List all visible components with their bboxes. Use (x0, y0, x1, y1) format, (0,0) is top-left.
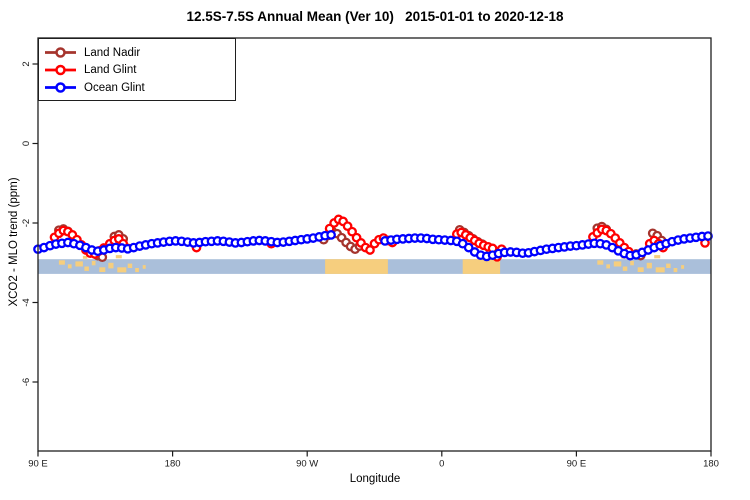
map-band-island (127, 263, 133, 268)
legend-label-ocean-glint: Ocean Glint (84, 81, 145, 94)
map-band-island (646, 262, 652, 269)
x-tick-label: 90 W (296, 459, 318, 470)
map-band-island (630, 260, 634, 266)
map-band-island (115, 255, 122, 259)
map-band-island (597, 260, 604, 265)
map-band-island (142, 265, 146, 269)
y-tick-label: 2 (21, 61, 32, 66)
legend-marker (55, 64, 66, 76)
land-glint-point (347, 226, 357, 237)
x-tick-label: 180 (165, 459, 181, 470)
legend-label-land-glint: Land Glint (84, 64, 137, 76)
map-band-island (84, 266, 89, 271)
map-band-island (666, 263, 671, 268)
map-band-island (135, 268, 139, 273)
legend-label-land-nadir: Land Nadir (84, 46, 141, 59)
map-band-island (58, 260, 65, 265)
x-tick-label: 90 E (28, 459, 48, 470)
map-band-land (325, 259, 388, 274)
y-tick-label: -6 (21, 378, 32, 386)
map-band-island (681, 265, 685, 269)
x-tick-label: 180 (703, 459, 719, 470)
ocean-glint-point (703, 231, 713, 241)
land-glint-point (365, 245, 375, 255)
chart-title: 12.5S-7.5S Annual Mean (Ver 10) 2015-01-… (186, 9, 564, 24)
x-tick-label: 0 (439, 459, 444, 470)
legend-marker (55, 47, 66, 58)
y-tick-label: 0 (21, 141, 32, 146)
map-band-island (613, 261, 622, 267)
map-band-island (117, 267, 127, 273)
map-band-island (654, 255, 661, 259)
map-band-island (655, 267, 665, 273)
legend-marker (55, 82, 66, 93)
ocean-glint-point (326, 230, 336, 240)
map-band-island (75, 261, 83, 267)
y-tick-label: -4 (21, 298, 32, 306)
map-band-island (99, 267, 106, 272)
ocean-glint-point (463, 242, 474, 253)
y-tick-label: -2 (21, 219, 32, 227)
map-band-island (67, 264, 72, 269)
x-axis-label: Longitude (349, 473, 401, 485)
map-band-island (673, 268, 678, 273)
map-band-land (462, 259, 501, 274)
map-band-island (606, 264, 610, 269)
x-tick-label: 90 E (567, 459, 587, 470)
map-band-island (108, 262, 114, 269)
map-band-island (82, 255, 88, 259)
map-band-island (622, 266, 628, 271)
plot-border (37, 37, 712, 452)
map-band-island (91, 260, 96, 266)
map-band-island (637, 267, 644, 272)
